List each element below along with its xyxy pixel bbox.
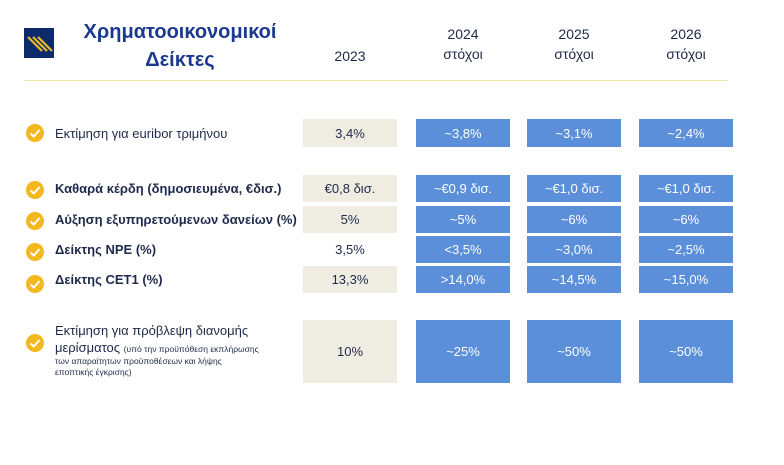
dividend-label-main: μερίσματος — [55, 340, 121, 355]
column-header-2024: 2024 στόχοι — [416, 24, 510, 64]
column-header-2026: 2026 στόχοι — [639, 24, 733, 64]
page-title-line-2: Δείκτες — [145, 49, 215, 71]
value-2023: 10% — [303, 320, 397, 383]
check-icon — [26, 124, 44, 142]
column-header-2025: 2025 στόχοι — [527, 24, 621, 64]
value-2023: 3,4% — [303, 119, 397, 147]
column-year: 2025 — [558, 26, 590, 42]
value-2024: >14,0% — [416, 266, 510, 293]
table-row-euribor: Εκτίμηση για euribor τριμήνου 3,4% ~3,8%… — [0, 119, 784, 147]
column-header-2023: 2023 — [303, 46, 397, 66]
value-2026: ~6% — [639, 206, 733, 233]
table-row-loan-growth: Αύξηση εξυπηρετούμενων δανείων (%) 5% ~5… — [0, 206, 784, 233]
value-2023: 13,3% — [303, 266, 397, 293]
check-icon — [26, 181, 44, 199]
row-label: Δείκτης CET1 (%) — [55, 272, 163, 287]
dividend-label-line-1: Εκτίμηση για πρόβλεψη διανομής — [55, 323, 249, 338]
column-subtitle: στόχοι — [554, 46, 594, 62]
value-2023: 5% — [303, 206, 397, 233]
value-2025: ~14,5% — [527, 266, 621, 293]
check-icon — [26, 212, 44, 230]
table-row-dividend: Εκτίμηση για πρόβλεψη διανομής μερίσματο… — [0, 320, 784, 383]
value-2024: ~25% — [416, 320, 510, 383]
value-2026: ~15,0% — [639, 266, 733, 293]
column-subtitle: στόχοι — [666, 46, 706, 62]
value-2025: ~3,0% — [527, 236, 621, 263]
check-icon — [26, 334, 44, 352]
row-label: Αύξηση εξυπηρετούμενων δανείων (%) — [55, 212, 297, 227]
column-year: 2023 — [334, 48, 366, 64]
row-label: Δείκτης NPE (%) — [55, 242, 157, 257]
value-2026: ~50% — [639, 320, 733, 383]
column-subtitle: στόχοι — [443, 46, 483, 62]
value-2025: ~6% — [527, 206, 621, 233]
value-2024: <3,5% — [416, 236, 510, 263]
table-row-net-profit: Καθαρά κέρδη (δημοσιευμένα, €δισ.) €0,8 … — [0, 175, 784, 202]
table-row-npe: Δείκτης NPE (%) 3,5% <3,5% ~3,0% ~2,5% — [0, 236, 784, 263]
dividend-note-3: εποπτικής έγκρισης) — [55, 367, 132, 377]
value-2024: ~5% — [416, 206, 510, 233]
value-2024: ~€0,9 δισ. — [416, 175, 510, 202]
row-label: Εκτίμηση για euribor τριμήνου — [55, 126, 228, 141]
value-2024: ~3,8% — [416, 119, 510, 147]
value-2025: ~50% — [527, 320, 621, 383]
header-divider — [24, 80, 728, 81]
value-2026: ~€1,0 δισ. — [639, 175, 733, 202]
page-title: Χρηματοοικονομικοί Δείκτες — [60, 18, 300, 74]
column-year: 2024 — [447, 26, 479, 42]
column-year: 2026 — [670, 26, 702, 42]
value-2026: ~2,5% — [639, 236, 733, 263]
value-2025: ~3,1% — [527, 119, 621, 147]
table-row-cet1: Δείκτης CET1 (%) 13,3% >14,0% ~14,5% ~15… — [0, 266, 784, 293]
value-2023: 3,5% — [335, 242, 365, 257]
dividend-label: Εκτίμηση για πρόβλεψη διανομής μερίσματο… — [55, 322, 259, 378]
dividend-note-2: των απαραίτητων προϋποθέσεων και λήψης — [55, 356, 222, 366]
page-title-line-1: Χρηματοοικονομικοί — [83, 21, 277, 43]
dividend-label-line-2: μερίσματος (υπό την προϋπόθεση εκπλήρωση… — [55, 339, 259, 356]
logo-stripes-icon — [27, 36, 53, 52]
dividend-note-1: (υπό την προϋπόθεση εκπλήρωσης — [123, 344, 259, 354]
value-2023: €0,8 δισ. — [303, 175, 397, 202]
value-2025: ~€1,0 δισ. — [527, 175, 621, 202]
row-label: Καθαρά κέρδη (δημοσιευμένα, €δισ.) — [55, 181, 282, 196]
check-icon — [26, 275, 44, 293]
value-2026: ~2,4% — [639, 119, 733, 147]
check-icon — [26, 243, 44, 261]
bank-logo — [24, 28, 54, 58]
